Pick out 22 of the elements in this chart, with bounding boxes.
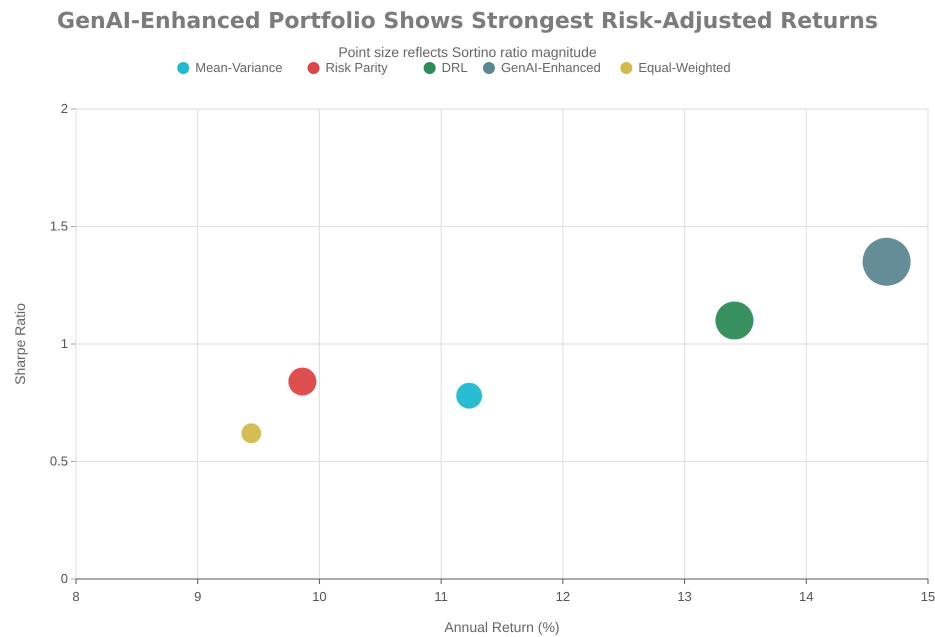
x-tick-label: 12 [556, 589, 570, 604]
chart-subtitle: Point size reflects Sortino ratio magnitude [338, 44, 597, 60]
x-tick-label: 8 [72, 589, 80, 604]
y-axis-title: Sharpe Ratio [12, 302, 28, 385]
legend-label: Mean-Variance [195, 60, 282, 75]
y-tick-label: 0 [60, 571, 68, 586]
y-tick-label: 2 [60, 101, 68, 116]
x-tick-label: 13 [677, 589, 692, 604]
legend-label: GenAI-Enhanced [500, 60, 601, 75]
x-tick-label: 10 [312, 589, 327, 604]
legend-label: Risk Parity [326, 60, 388, 75]
x-axis-title: Annual Return (%) [444, 619, 560, 635]
y-tick-label: 1.5 [50, 218, 68, 234]
y-tick-label: 0.5 [50, 454, 68, 468]
x-tick-label: 9 [194, 589, 202, 604]
chart-title: GenAI-Enhanced Portfolio Shows Strongest Risk-Adjusted Returns [57, 9, 878, 34]
legend-label: Equal-Weighted [638, 60, 731, 75]
x-tick-label: 14 [799, 589, 814, 604]
x-tick-label: 15 [920, 589, 935, 604]
x-tick-label: 11 [434, 589, 448, 604]
y-tick-label: 1 [60, 336, 68, 351]
legend-label: DRL [442, 60, 468, 75]
